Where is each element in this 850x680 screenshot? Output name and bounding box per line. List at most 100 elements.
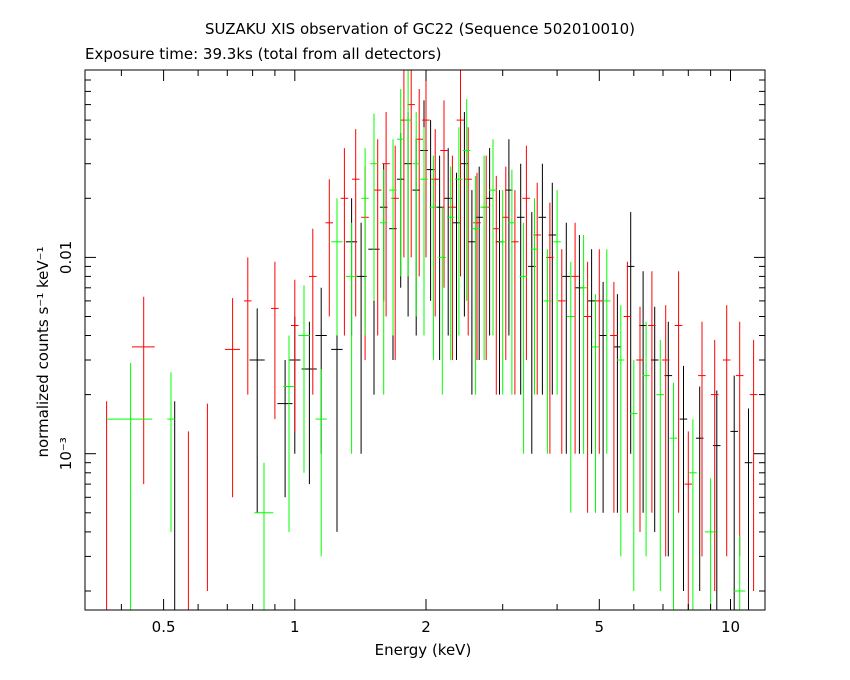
data-point [254,462,274,610]
data-point [617,305,625,557]
data-point [538,163,547,395]
data-point [455,127,463,336]
data-point [464,127,472,336]
data-point [571,222,579,454]
data-point [167,372,175,532]
data-point [599,281,607,513]
data-point [623,261,632,513]
data-point [749,339,758,591]
y-axis-label: normalized counts s⁻¹ keV⁻¹ [34,246,52,458]
x-tick-label: 5 [595,618,605,636]
chart-title-text: SUZAKU XIS observation of GC22 (Sequence… [205,20,635,38]
data-point [656,339,664,591]
data-point [345,222,358,454]
axis-ticks: 0.5 1 2 5 10 10⁻³ 0.01 [57,69,765,636]
data-point [508,169,516,395]
data-point [373,139,382,336]
data-point [661,305,670,557]
data-point [106,362,153,610]
data-point [298,285,310,473]
data-point [440,100,448,288]
data-point [271,261,279,420]
data-point [420,127,428,336]
data-point [669,382,678,610]
data-point [485,148,494,336]
data-point [522,145,531,360]
data-point [567,261,575,513]
y-tick-label: 10⁻³ [57,437,75,470]
data-point [448,155,457,360]
data-point [730,375,738,610]
data-point [689,419,697,610]
data-point [498,190,507,395]
plot-frame [84,69,766,611]
x-tick-label: 10 [721,618,740,636]
data-point [630,360,638,591]
data-point [575,235,584,454]
data-point [291,279,299,432]
data-point [595,249,604,454]
data-point [370,113,378,301]
data-point [543,249,552,454]
data-point [674,271,683,513]
series-1 [106,70,758,610]
data-point [562,222,571,454]
data-point [505,139,513,336]
data-point [734,536,746,610]
x-axis-label-text: Energy (keV) [374,641,472,659]
data-point [492,175,500,395]
data-point [722,305,731,557]
x-tick-label: 0.5 [152,618,176,636]
data-point [379,169,388,395]
data-point [396,89,405,277]
chart-subtitle: Exposure time: 39.3ks (total from all de… [85,45,442,63]
data-point [558,249,566,454]
data-point [389,139,397,336]
data-point [462,99,471,301]
data-point [480,155,488,360]
x-tick-label: 2 [421,618,431,636]
data-point [626,212,635,454]
data-point [530,198,539,395]
data-point [648,271,656,513]
data-marks [106,70,758,610]
data-point [249,308,265,513]
data-point [613,294,622,513]
data-point [224,298,240,498]
x-axis-label: Energy (keV) [0,641,850,659]
data-point [704,478,717,610]
data-point [340,148,349,336]
data-point [132,296,155,485]
data-point [553,190,561,395]
data-point [315,369,327,557]
data-point [735,321,744,557]
data-point [482,155,490,360]
data-point [710,339,719,591]
data-point [473,172,481,360]
data-point [456,70,465,277]
data-point [519,222,528,454]
data-point [422,70,430,258]
data-point [712,390,721,610]
data-point [744,408,753,610]
data-point [489,139,497,336]
data-point [679,365,688,591]
data-point [407,70,415,258]
data-point [351,129,360,317]
data-point [283,335,295,532]
data-point [698,321,706,557]
data-point [587,249,596,454]
data-point [361,148,369,336]
data-point [431,129,439,317]
data-point [602,249,611,454]
data-point [325,179,333,317]
data-point [471,175,480,395]
data-point [591,294,600,513]
data-point [516,163,525,395]
data-point [468,190,476,395]
data-point [642,321,650,557]
data-point [495,190,504,395]
y-tick-label: 0.01 [57,241,75,274]
data-point [502,166,510,360]
data-point [438,207,446,395]
